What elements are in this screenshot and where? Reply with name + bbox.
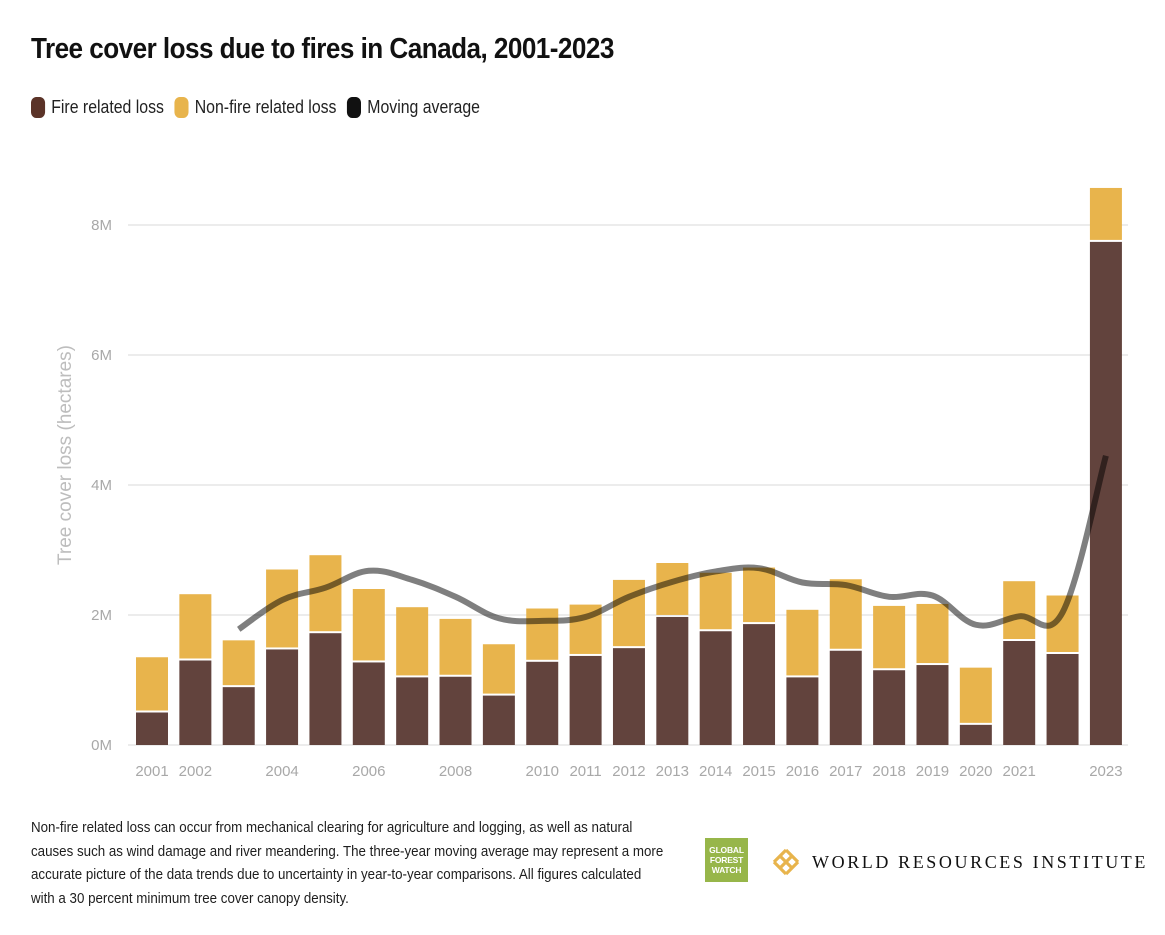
bar-fire-2001	[136, 712, 168, 745]
x-tick-label: 2010	[526, 763, 559, 780]
x-axis-ticks: 2001 2002 2004 2006 2008 2010 2011 2012 2013 2014…	[135, 763, 1122, 780]
bar-nonfire-2019	[916, 603, 949, 664]
bar-fire-2019	[916, 665, 949, 745]
bar-nonfire-2009	[482, 644, 515, 694]
bar-fire-2013	[656, 616, 689, 745]
x-tick-label: 2013	[656, 763, 689, 780]
y-axis-ticks: 0M 2M 4M 6M 8M	[91, 217, 112, 754]
bar-fire-2017	[829, 650, 862, 745]
x-tick-label: 2017	[829, 763, 862, 780]
bar-fire-2010	[526, 661, 559, 745]
gfw-logo-line-1: GLOBAL	[709, 845, 744, 855]
bar-fire-2009	[482, 695, 515, 745]
bar-nonfire-2008	[439, 618, 472, 675]
x-tick-label: 2021	[1003, 763, 1036, 780]
legend-swatch-nonfire	[174, 97, 189, 118]
legend-label-fire: Fire related loss	[51, 97, 164, 117]
wri-emblem-stroke	[784, 848, 800, 864]
legend-swatch-fire	[31, 97, 46, 118]
bar-nonfire-2017	[829, 579, 862, 649]
x-tick-label: 2001	[135, 763, 168, 780]
y-tick-label: 4M	[91, 477, 112, 494]
legend: Fire related loss Non-fire related loss …	[31, 97, 491, 118]
bar-fire-2014	[699, 631, 732, 745]
bar-fire-2005	[309, 633, 342, 745]
footnote: Non-fire related loss can occur from mec…	[31, 820, 664, 907]
bar-fire-2012	[612, 648, 645, 745]
bar-nonfire-2015	[743, 567, 776, 623]
x-tick-label: 2012	[612, 763, 645, 780]
legend-item-fire[interactable]: Fire related loss	[31, 97, 164, 118]
bar-nonfire-2010	[526, 608, 559, 660]
bar-nonfire-2023	[1089, 187, 1122, 240]
moving-average-line-group	[237, 454, 1109, 632]
gfw-logo-line-2: FOREST	[709, 855, 744, 865]
moving-average-line	[237, 454, 1109, 632]
bar-nonfire-2014	[699, 572, 732, 630]
bar-nonfire-2001	[136, 657, 168, 711]
x-tick-label: 2011	[569, 763, 601, 780]
wri-emblem-stroke	[778, 854, 794, 870]
chart-title: Tree cover loss due to fires in Canada, …	[31, 33, 614, 65]
bar-nonfire-2021	[1003, 581, 1036, 639]
bar-fire-2018	[873, 670, 906, 745]
bar-nonfire-2003	[222, 640, 255, 686]
bar-fire-2004	[266, 649, 299, 745]
x-tick-label: 2023	[1089, 763, 1122, 780]
bar-fire-2011	[569, 655, 602, 745]
bar-fire-2016	[786, 677, 819, 745]
bar-fire-2020	[959, 724, 992, 745]
bar-fire-2006	[352, 662, 385, 745]
x-tick-label: 2008	[439, 763, 472, 780]
wri-logo[interactable]: WORLD RESOURCES INSTITUTE	[770, 846, 1148, 878]
bar-fire-2002	[179, 660, 212, 745]
x-tick-label: 2014	[699, 763, 732, 780]
legend-label-nonfire: Non-fire related loss	[194, 97, 337, 117]
legend-label-moving-average: Moving average	[367, 97, 480, 117]
x-tick-label: 2015	[742, 763, 775, 780]
y-tick-label: 6M	[91, 347, 112, 364]
bars	[136, 187, 1122, 745]
bar-nonfire-2016	[786, 609, 819, 676]
bar-nonfire-2007	[396, 607, 429, 676]
global-forest-watch-logo[interactable]: GLOBAL FOREST WATCH	[705, 838, 748, 882]
y-axis-title: Tree cover loss (hectares)	[55, 345, 76, 565]
legend-item-nonfire[interactable]: Non-fire related loss	[174, 97, 336, 118]
bar-nonfire-2020	[959, 667, 992, 723]
x-tick-label: 2019	[916, 763, 949, 780]
y-tick-label: 0M	[91, 737, 112, 754]
x-tick-label: 2004	[265, 763, 298, 780]
x-tick-label: 2002	[179, 763, 212, 780]
bar-nonfire-2013	[656, 563, 689, 615]
wri-emblem-icon	[772, 848, 800, 876]
x-tick-label: 2016	[786, 763, 819, 780]
bar-fire-2008	[439, 676, 472, 745]
bar-fire-2007	[396, 677, 429, 745]
wri-name: WORLD RESOURCES INSTITUTE	[812, 851, 1148, 872]
y-tick-label: 8M	[91, 217, 112, 234]
bar-fire-2015	[743, 624, 776, 745]
gfw-logo-line-3: WATCH	[711, 865, 742, 875]
bar-nonfire-2018	[873, 605, 906, 669]
bar-nonfire-2006	[352, 589, 385, 661]
x-tick-label: 2006	[352, 763, 385, 780]
bar-fire-2003	[222, 687, 255, 745]
bar-nonfire-2002	[179, 594, 212, 659]
wri-emblem-stroke	[772, 860, 788, 876]
x-tick-label: 2018	[872, 763, 905, 780]
legend-swatch-moving-average	[347, 97, 362, 118]
x-tick-label: 2020	[959, 763, 992, 780]
y-tick-label: 2M	[91, 607, 112, 624]
legend-item-moving-average[interactable]: Moving average	[347, 97, 480, 118]
bar-fire-2021	[1003, 641, 1036, 745]
bar-fire-2022	[1046, 654, 1079, 745]
chart-plot: 0M 2M 4M 6M 8M Tree cover loss (hectares) 20…	[55, 187, 1128, 780]
